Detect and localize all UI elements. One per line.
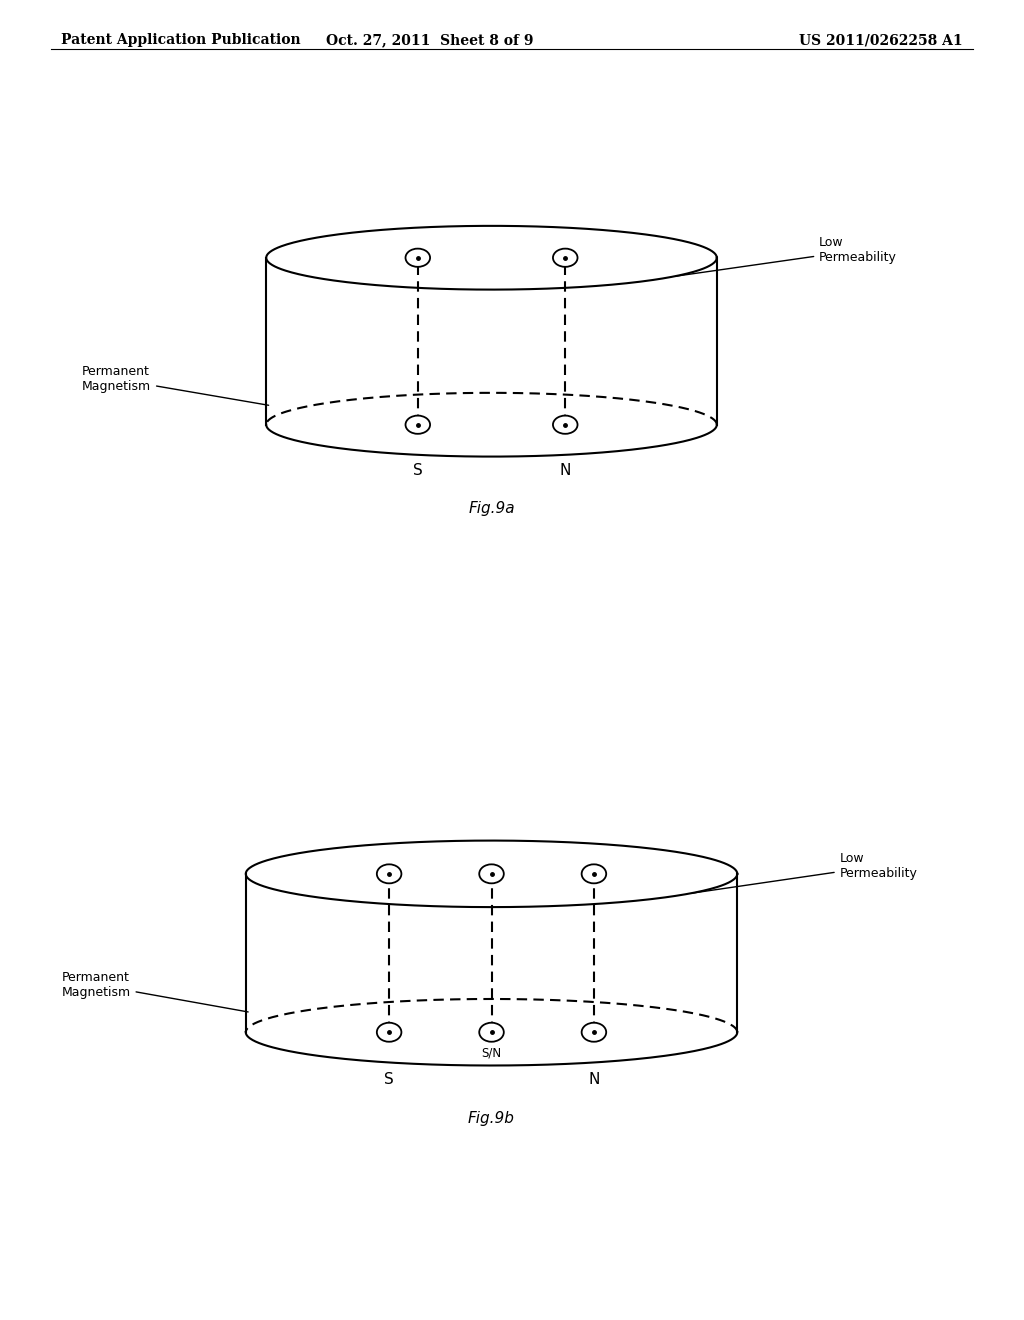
Circle shape bbox=[553, 416, 578, 434]
Text: S/N: S/N bbox=[481, 1047, 502, 1060]
Text: S: S bbox=[413, 462, 423, 478]
Text: S: S bbox=[384, 1072, 394, 1086]
Circle shape bbox=[377, 865, 401, 883]
Text: Patent Application Publication: Patent Application Publication bbox=[61, 33, 301, 48]
Circle shape bbox=[377, 1023, 401, 1041]
Text: Low
Permeability: Low Permeability bbox=[693, 851, 918, 894]
Text: Oct. 27, 2011  Sheet 8 of 9: Oct. 27, 2011 Sheet 8 of 9 bbox=[327, 33, 534, 48]
Circle shape bbox=[582, 865, 606, 883]
Circle shape bbox=[406, 248, 430, 267]
Text: Fig.9b: Fig.9b bbox=[468, 1111, 515, 1126]
Text: Fig.9a: Fig.9a bbox=[468, 500, 515, 516]
Circle shape bbox=[553, 248, 578, 267]
Text: Low
Permeability: Low Permeability bbox=[677, 236, 897, 276]
Text: US 2011/0262258 A1: US 2011/0262258 A1 bbox=[799, 33, 963, 48]
Text: Permanent
Magnetism: Permanent Magnetism bbox=[61, 970, 248, 1012]
Circle shape bbox=[479, 865, 504, 883]
Circle shape bbox=[479, 1023, 504, 1041]
Text: N: N bbox=[559, 462, 571, 478]
Circle shape bbox=[406, 416, 430, 434]
Text: N: N bbox=[588, 1072, 600, 1086]
Text: Permanent
Magnetism: Permanent Magnetism bbox=[82, 366, 268, 405]
Circle shape bbox=[582, 1023, 606, 1041]
